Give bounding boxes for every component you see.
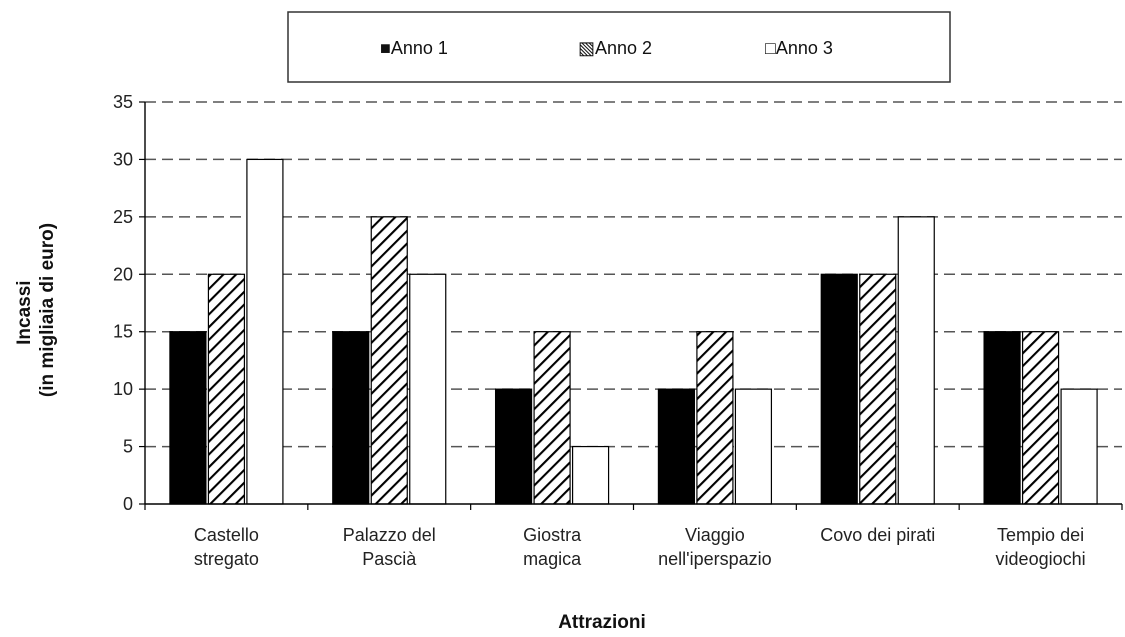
- y-tick-label-30: 30: [113, 149, 133, 169]
- y-tick-labels: 0 5 10 15 20 25 30 35: [113, 92, 133, 514]
- grid-lines: [145, 101, 1122, 448]
- category-label-1-line-2: stregato: [194, 549, 259, 569]
- bar-1-anno-2: [207, 273, 246, 505]
- bars: [169, 158, 1098, 505]
- legend-symbol-anno-2: ▧: [578, 38, 595, 58]
- category-label-6-line-1: Tempio dei: [997, 525, 1084, 545]
- legend-box: [287, 11, 951, 83]
- legend-symbol-anno-3: □: [765, 38, 776, 58]
- y-tick-label-35: 35: [113, 92, 133, 112]
- bar-3-anno-2: [533, 331, 571, 505]
- bar-6-anno-3: [1060, 388, 1098, 505]
- legend-symbol-anno-1: ■: [380, 38, 391, 58]
- y-tick-label-15: 15: [113, 322, 133, 342]
- legend-entry-anno-3: □Anno 3: [765, 38, 833, 58]
- category-label-3-line-2: magica: [523, 549, 582, 569]
- bar-3-anno-3: [571, 445, 610, 505]
- bar-5-anno-2: [859, 273, 897, 505]
- category-label-3: Giostra magica: [523, 525, 582, 569]
- y-tick-label-5: 5: [123, 437, 133, 457]
- bar-4-anno-3: [734, 388, 773, 505]
- legend-entry-anno-1: ■Anno 1: [380, 38, 448, 58]
- category-label-3-line-1: Giostra: [523, 525, 582, 545]
- bar-4-anno-1: [657, 388, 696, 505]
- category-label-4-line-2: nell'iperspazio: [658, 549, 772, 569]
- y-axis-title-line-2: (in migliaia di euro): [37, 223, 58, 397]
- category-label-2-line-2: Pascià: [362, 549, 417, 569]
- category-label-4: Viaggio nell'iperspazio: [658, 525, 772, 569]
- y-tick-label-10: 10: [113, 379, 133, 399]
- bar-2-anno-3: [409, 273, 447, 505]
- bar-3-anno-1: [494, 388, 533, 505]
- y-tick-label-20: 20: [113, 264, 133, 284]
- legend-label-anno-3: Anno 3: [776, 38, 833, 58]
- y-tick-label-0: 0: [123, 494, 133, 514]
- bar-6-anno-2: [1021, 331, 1060, 505]
- category-label-2-line-1: Palazzo del: [343, 525, 436, 545]
- bar-4-anno-2: [696, 331, 734, 505]
- axes: [139, 101, 1123, 510]
- bar-5-anno-3: [897, 216, 935, 505]
- category-label-4-line-1: Viaggio: [685, 525, 745, 545]
- category-label-1: Castello stregato: [194, 525, 259, 569]
- y-axis-title-line-1: Incassi: [14, 280, 35, 344]
- legend-entry-anno-2: ▧Anno 2: [578, 38, 652, 58]
- legend: ■Anno 1 ▧Anno 2 □Anno 3: [287, 11, 951, 83]
- category-label-5-line-1: Covo dei pirati: [820, 525, 935, 545]
- x-axis-title: Attrazioni: [558, 612, 646, 633]
- bar-6-anno-1: [983, 331, 1021, 505]
- category-label-6-line-2: videogiochi: [996, 549, 1086, 569]
- bar-2-anno-2: [370, 216, 408, 505]
- bar-2-anno-1: [332, 331, 370, 505]
- legend-label-anno-1: Anno 1: [391, 38, 448, 58]
- category-label-1-line-1: Castello: [194, 525, 259, 545]
- y-axis-title: Incassi (in migliaia di euro): [14, 223, 58, 397]
- category-label-2: Palazzo del Pascià: [343, 525, 436, 569]
- y-tick-label-25: 25: [113, 207, 133, 227]
- category-labels: Castello stregato Palazzo del Pascià Giostra…: [194, 525, 1086, 569]
- bar-1-anno-1: [169, 331, 207, 505]
- bar-1-anno-3: [246, 158, 284, 505]
- category-label-6: Tempio dei videogiochi: [996, 525, 1086, 569]
- bar-5-anno-1: [820, 273, 858, 505]
- category-label-5: Covo dei pirati: [820, 525, 935, 545]
- legend-label-anno-2: Anno 2: [595, 38, 652, 58]
